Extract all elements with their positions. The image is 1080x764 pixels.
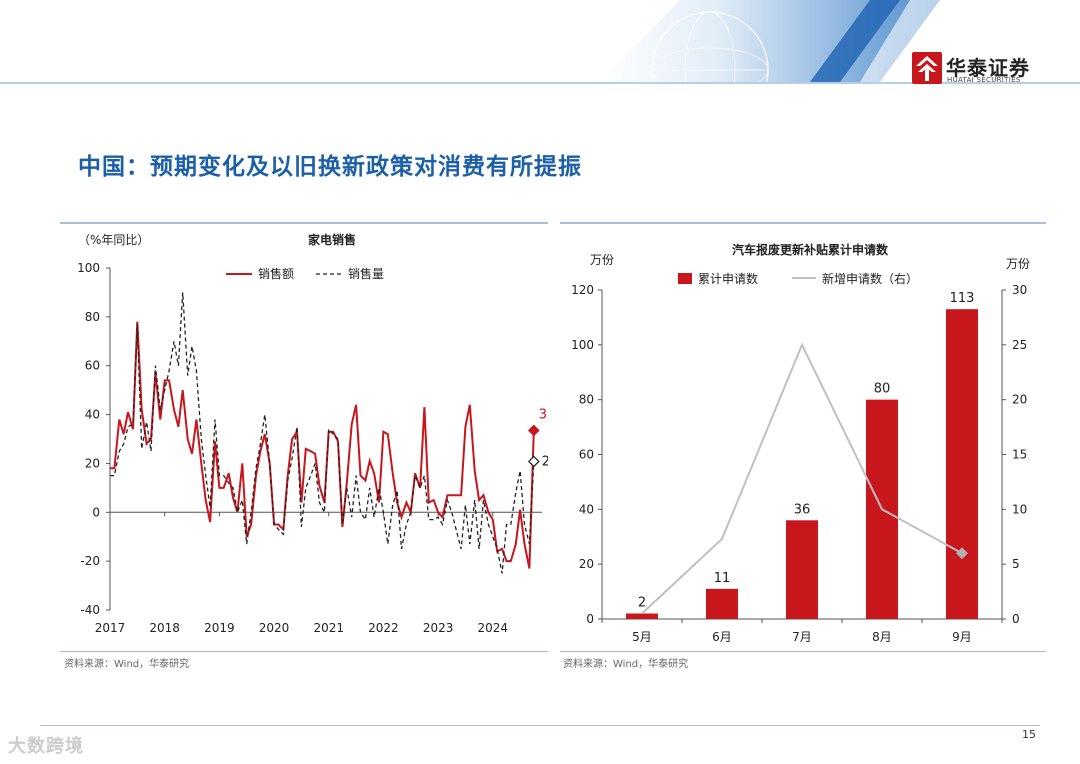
legend-label-sales-volume: 销售量 bbox=[348, 266, 384, 281]
left-chart-top-rule bbox=[60, 222, 548, 224]
page-number: 15 bbox=[1022, 728, 1036, 741]
left-y-tick-label: 60 bbox=[85, 359, 100, 373]
bar-value-label: 2 bbox=[638, 596, 646, 611]
left-x-tick-label: 2018 bbox=[149, 621, 180, 635]
end-label-sales-value: 33.5 bbox=[539, 407, 548, 422]
series-line-sales-value bbox=[110, 321, 535, 569]
legend-label-new: 新增申请数（右） bbox=[822, 271, 918, 286]
right-chart-source: 资料来源：Wind，华泰研究 bbox=[563, 659, 689, 670]
left-y-tick-label: 0 bbox=[92, 505, 100, 519]
right-right-y-tick-label: 15 bbox=[1012, 448, 1027, 462]
left-y-tick-label: 20 bbox=[85, 456, 100, 470]
left-x-tick-label: 2020 bbox=[259, 621, 290, 635]
right-chart-top-rule bbox=[560, 222, 1046, 224]
right-chart-title: 汽车报废更新补贴累计申请数 bbox=[732, 242, 889, 257]
left-y-tick-label: -20 bbox=[80, 554, 100, 568]
bar-value-label: 11 bbox=[714, 571, 731, 586]
end-marker-sales-volume bbox=[527, 455, 540, 468]
left-chart-legend: 销售额 销售量 bbox=[226, 266, 384, 281]
bar-cumulative bbox=[706, 588, 738, 619]
legend-label-cumulative: 累计申请数 bbox=[698, 271, 758, 286]
right-left-y-tick-label: 20 bbox=[579, 557, 594, 571]
header-banner bbox=[600, 0, 940, 82]
right-right-y-tick-label: 20 bbox=[1012, 393, 1027, 407]
end-marker-new-applications bbox=[956, 547, 968, 560]
series-line-sales-volume bbox=[110, 292, 535, 574]
right-left-y-tick-label: 40 bbox=[579, 502, 594, 516]
huatai-logo-icon bbox=[912, 52, 942, 84]
left-y-tick-label: -40 bbox=[80, 603, 100, 617]
bar-value-label: 36 bbox=[794, 502, 811, 517]
bar-value-label: 80 bbox=[874, 382, 891, 397]
right-x-tick-label: 9月 bbox=[952, 630, 972, 644]
bar-value-label: 113 bbox=[950, 291, 975, 306]
left-chart-source: 资料来源：Wind，华泰研究 bbox=[64, 659, 190, 670]
right-right-y-tick-label: 10 bbox=[1012, 502, 1027, 516]
watermark: 大数跨境 bbox=[8, 736, 84, 757]
right-x-tick-label: 7月 bbox=[792, 630, 812, 644]
right-left-y-tick-label: 60 bbox=[579, 448, 594, 462]
left-x-tick-label: 2019 bbox=[204, 621, 235, 635]
left-x-tick-label: 2022 bbox=[368, 621, 399, 635]
right-right-y-tick-label: 25 bbox=[1012, 338, 1027, 352]
left-chart-bottom-rule bbox=[60, 651, 548, 652]
header-divider bbox=[0, 82, 1080, 84]
right-x-tick-label: 6月 bbox=[712, 630, 732, 644]
right-chart-bottom-rule bbox=[560, 651, 1046, 652]
legend-label-sales-value: 销售额 bbox=[258, 266, 294, 281]
right-x-tick-label: 5月 bbox=[632, 630, 652, 644]
logo-text-cn: 华泰证券 bbox=[946, 56, 1030, 80]
left-y-tick-label: 40 bbox=[85, 408, 100, 422]
bar-cumulative bbox=[626, 613, 658, 619]
right-left-y-tick-label: 80 bbox=[579, 393, 594, 407]
right-chart-ylabel-right: 万份 bbox=[1006, 257, 1030, 271]
left-chart-ylabel: （%年同比） bbox=[78, 233, 149, 247]
left-x-tick-label: 2023 bbox=[423, 621, 454, 635]
right-right-y-tick-label: 0 bbox=[1012, 612, 1020, 626]
page-title: 中国：预期变化及以旧换新政策对消费有所提振 bbox=[78, 154, 582, 180]
right-left-y-tick-label: 0 bbox=[586, 612, 594, 626]
left-x-tick-label: 2017 bbox=[95, 621, 126, 635]
left-y-tick-label: 80 bbox=[85, 310, 100, 324]
left-x-tick-label: 2024 bbox=[478, 621, 509, 635]
right-left-y-tick-label: 120 bbox=[571, 283, 594, 297]
appliance-sales-chart: （%年同比） 家电销售 销售额 销售量 -40 -20 0 20 40 60 80 100 20… bbox=[77, 232, 548, 635]
bar-cumulative bbox=[786, 520, 818, 619]
series-line-new-applications bbox=[641, 342, 963, 615]
right-chart-legend: 累计申请数 新增申请数（右） bbox=[678, 271, 918, 286]
left-chart-title: 家电销售 bbox=[308, 232, 356, 247]
right-left-y-tick-label: 100 bbox=[571, 338, 594, 352]
left-x-tick-label: 2021 bbox=[313, 621, 344, 635]
end-label-sales-volume: 20.8 bbox=[542, 454, 548, 469]
right-right-y-tick-label: 5 bbox=[1012, 557, 1020, 571]
car-scrappage-subsidy-chart: 汽车报废更新补贴累计申请数 万份 万份 累计申请数 新增申请数（右） 02040… bbox=[571, 242, 1030, 644]
right-right-y-tick-label: 30 bbox=[1012, 283, 1027, 297]
bar-cumulative bbox=[946, 309, 978, 619]
right-chart-ylabel-left: 万份 bbox=[590, 253, 614, 267]
logo-text-en: HUATAI SECURITIES bbox=[947, 76, 1021, 84]
footer-divider bbox=[40, 725, 1040, 726]
end-marker-sales-value bbox=[527, 424, 540, 437]
right-x-tick-label: 8月 bbox=[872, 630, 892, 644]
left-y-tick-label: 100 bbox=[77, 261, 100, 275]
